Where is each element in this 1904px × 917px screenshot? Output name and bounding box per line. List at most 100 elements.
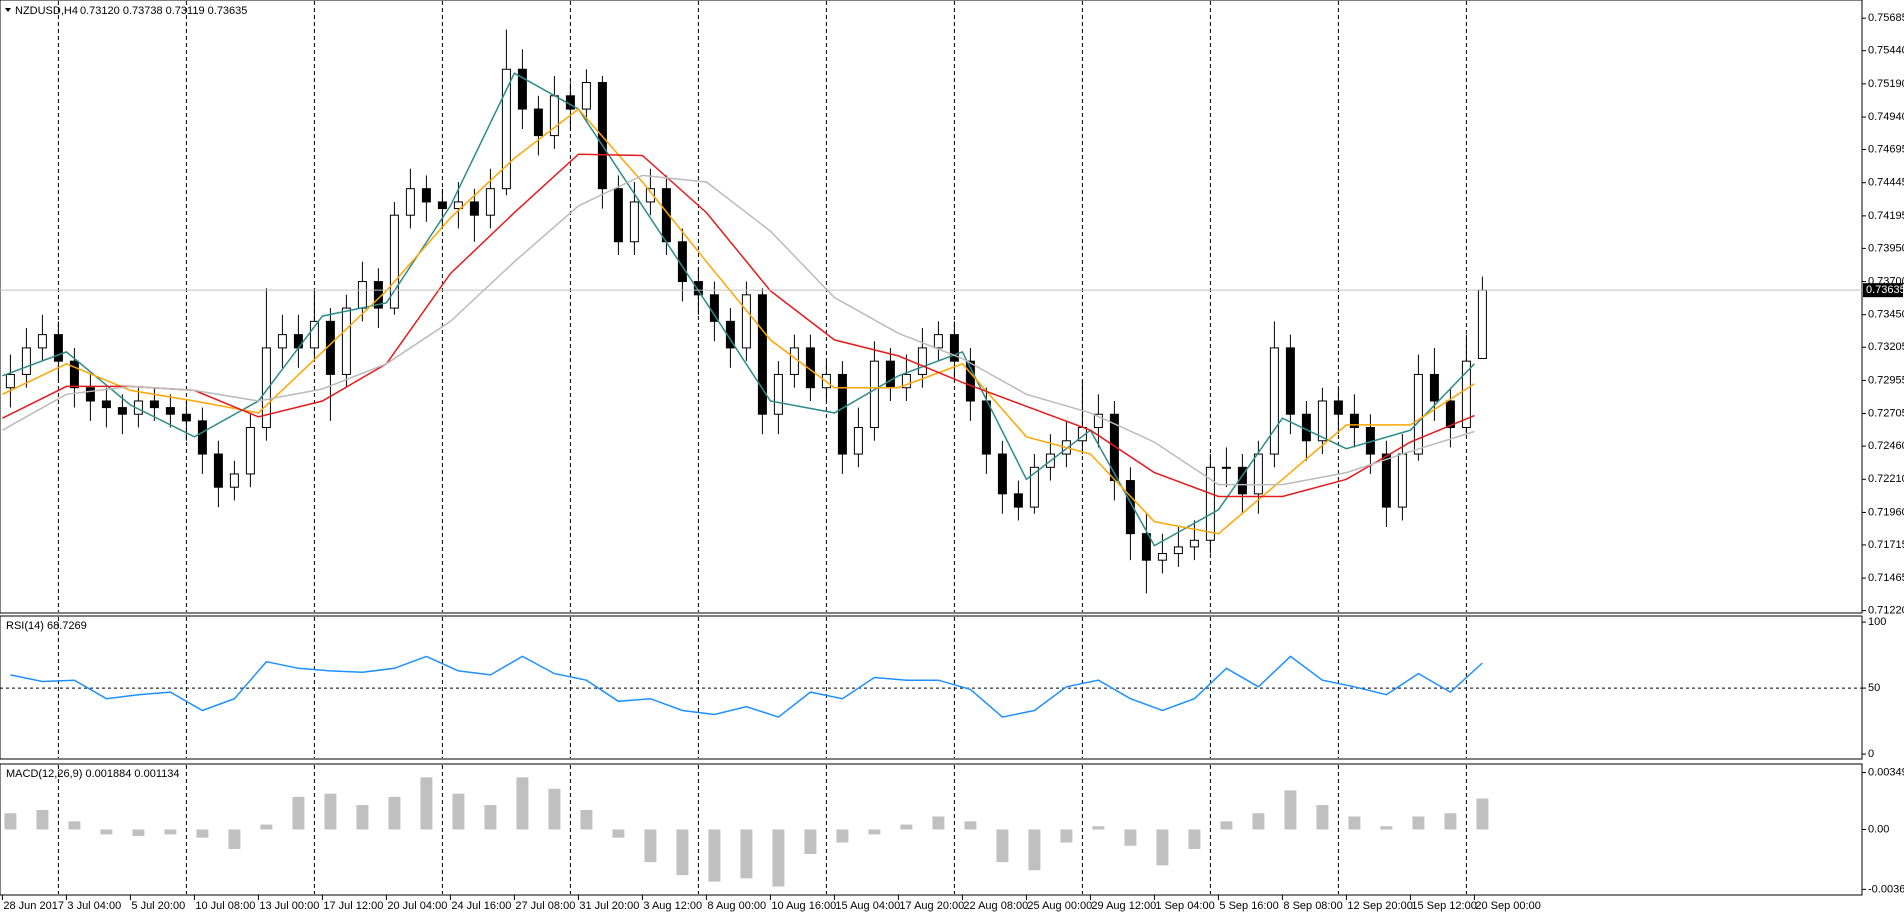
x-tick-label: 12 Sep 20:00 xyxy=(1347,900,1412,912)
macd-bar xyxy=(516,777,529,830)
macd-bar xyxy=(1412,816,1425,830)
macd-bar xyxy=(1348,816,1361,830)
x-tick-label: 5 Sep 16:00 xyxy=(1219,900,1278,912)
candle-body xyxy=(869,360,879,429)
y-tick-label: 0.73450 xyxy=(1868,309,1904,321)
macd-bar xyxy=(676,829,689,876)
macd-bar xyxy=(964,821,977,830)
y-tick-label: 0.71220 xyxy=(1868,605,1904,617)
y-tick-label: 0.71465 xyxy=(1868,572,1904,584)
candle-body xyxy=(517,68,527,110)
macd-bar xyxy=(484,805,497,830)
x-tick-label: 27 Jul 08:00 xyxy=(515,900,575,912)
ohlc-label: 0.73120 0.73738 0.73119 0.73635 xyxy=(80,5,247,17)
y-tick-label: 50 xyxy=(1868,682,1880,694)
moving-average xyxy=(2,72,1475,547)
macd-bar xyxy=(260,824,273,830)
candle-body xyxy=(709,294,719,322)
macd-bar xyxy=(1124,829,1137,846)
macd-bar xyxy=(1380,826,1393,830)
macd-panel xyxy=(0,763,1863,896)
candle-body xyxy=(389,214,399,309)
candle-body xyxy=(101,400,111,409)
macd-bar xyxy=(68,821,81,830)
macd-bar xyxy=(836,829,849,843)
candle-body xyxy=(485,188,495,216)
macd-bar xyxy=(1284,790,1297,830)
macd-bar xyxy=(740,829,753,879)
candle-body xyxy=(837,373,847,455)
y-tick-label: 0.003495 xyxy=(1868,766,1904,778)
candle-body xyxy=(805,347,815,389)
macd-bar xyxy=(388,796,401,830)
candle-body xyxy=(5,373,15,389)
x-tick-label: 3 Jul 04:00 xyxy=(67,900,121,912)
candle-body xyxy=(1189,539,1199,548)
candle-body xyxy=(1349,413,1359,429)
macd-bar xyxy=(868,829,881,835)
x-tick-label: 13 Jul 00:00 xyxy=(259,900,319,912)
macd-bar xyxy=(1220,821,1233,830)
candle-body xyxy=(197,420,207,455)
candle-body xyxy=(757,294,767,415)
candle-body xyxy=(213,453,223,488)
rsi-line xyxy=(10,655,1483,718)
macd-bar xyxy=(804,829,817,854)
candle-body xyxy=(469,201,479,216)
macd-bar xyxy=(164,829,177,835)
x-tick-label: 1 Sep 04:00 xyxy=(1155,900,1214,912)
candle-body xyxy=(1317,400,1327,442)
x-tick-label: 3 Aug 12:00 xyxy=(643,900,702,912)
candle-body xyxy=(1285,347,1295,415)
candle-body xyxy=(997,453,1007,495)
macd-bar xyxy=(100,829,113,835)
candle-body xyxy=(1253,453,1263,495)
macd-bar xyxy=(708,829,721,882)
candle-body xyxy=(341,307,351,375)
candle-body xyxy=(165,407,175,415)
x-tick-label: 24 Jul 16:00 xyxy=(451,900,511,912)
macd-bar xyxy=(996,829,1009,863)
candle-body xyxy=(949,334,959,362)
candle-body xyxy=(421,188,431,203)
candle-body xyxy=(981,400,991,455)
y-tick-label: 0.72705 xyxy=(1868,407,1904,419)
x-tick-label: 10 Jul 08:00 xyxy=(195,900,255,912)
macd-bar xyxy=(900,824,913,830)
macd-bar xyxy=(36,809,49,830)
candle-body xyxy=(85,387,95,402)
candle-body xyxy=(69,360,79,389)
candle-body xyxy=(357,281,367,309)
macd-bar xyxy=(1252,813,1265,830)
macd-title: MACD(12,26,9) 0.001884 0.001134 xyxy=(6,768,179,780)
y-tick-label: 0.74940 xyxy=(1868,111,1904,123)
y-tick-label: 0.72955 xyxy=(1868,374,1904,386)
macd-bar xyxy=(4,813,17,830)
candle-body xyxy=(533,108,543,137)
y-tick-label: 100 xyxy=(1868,616,1886,628)
candle-body xyxy=(1269,347,1279,455)
x-tick-label: 10 Aug 16:00 xyxy=(771,900,836,912)
macd-bar xyxy=(228,829,241,850)
y-tick-label: 0.75190 xyxy=(1868,78,1904,90)
candle-body xyxy=(1333,400,1343,415)
candle-body xyxy=(773,373,783,415)
candle-body xyxy=(1381,453,1391,508)
candle-body xyxy=(581,82,591,110)
candle-body xyxy=(1429,373,1439,402)
y-tick-label: 0.75685 xyxy=(1868,12,1904,24)
macd-bar xyxy=(612,829,625,838)
y-tick-label: 0.74445 xyxy=(1868,177,1904,189)
moving-average xyxy=(2,108,1475,535)
x-tick-label: 5 Jul 20:00 xyxy=(131,900,185,912)
macd-bar xyxy=(1476,798,1489,830)
macd-bar xyxy=(772,829,785,887)
candle-body xyxy=(901,373,911,389)
candle-body xyxy=(1093,413,1103,429)
y-tick-label: -0.003674 xyxy=(1868,883,1904,895)
candle-body xyxy=(1477,289,1487,360)
candle-body xyxy=(245,427,255,475)
macd-bar xyxy=(580,809,593,830)
